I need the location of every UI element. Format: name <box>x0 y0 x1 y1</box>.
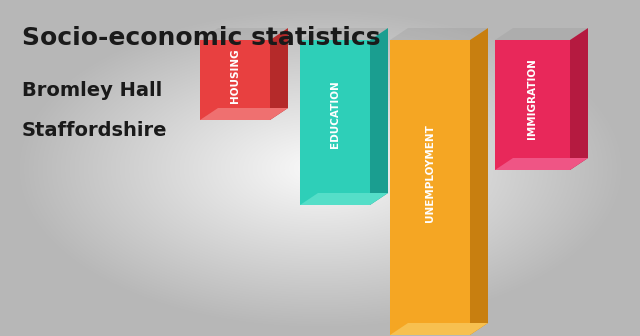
Polygon shape <box>390 28 488 40</box>
Polygon shape <box>570 28 588 170</box>
Polygon shape <box>200 108 288 120</box>
Polygon shape <box>390 40 470 335</box>
Polygon shape <box>300 28 388 40</box>
Text: HOUSING: HOUSING <box>230 49 240 103</box>
Polygon shape <box>390 323 488 335</box>
Text: EDUCATION: EDUCATION <box>330 80 340 148</box>
Text: Socio-economic statistics: Socio-economic statistics <box>22 26 381 50</box>
Polygon shape <box>300 40 370 205</box>
Polygon shape <box>495 28 588 40</box>
Polygon shape <box>495 40 570 170</box>
Polygon shape <box>200 28 288 40</box>
Text: Bromley Hall: Bromley Hall <box>22 81 163 100</box>
Text: Staffordshire: Staffordshire <box>22 121 168 140</box>
Polygon shape <box>270 28 288 120</box>
Text: UNEMPLOYMENT: UNEMPLOYMENT <box>425 124 435 222</box>
Polygon shape <box>300 193 388 205</box>
Polygon shape <box>370 28 388 205</box>
Text: IMMIGRATION: IMMIGRATION <box>527 58 538 139</box>
Polygon shape <box>200 40 270 120</box>
Polygon shape <box>495 158 588 170</box>
Polygon shape <box>470 28 488 335</box>
